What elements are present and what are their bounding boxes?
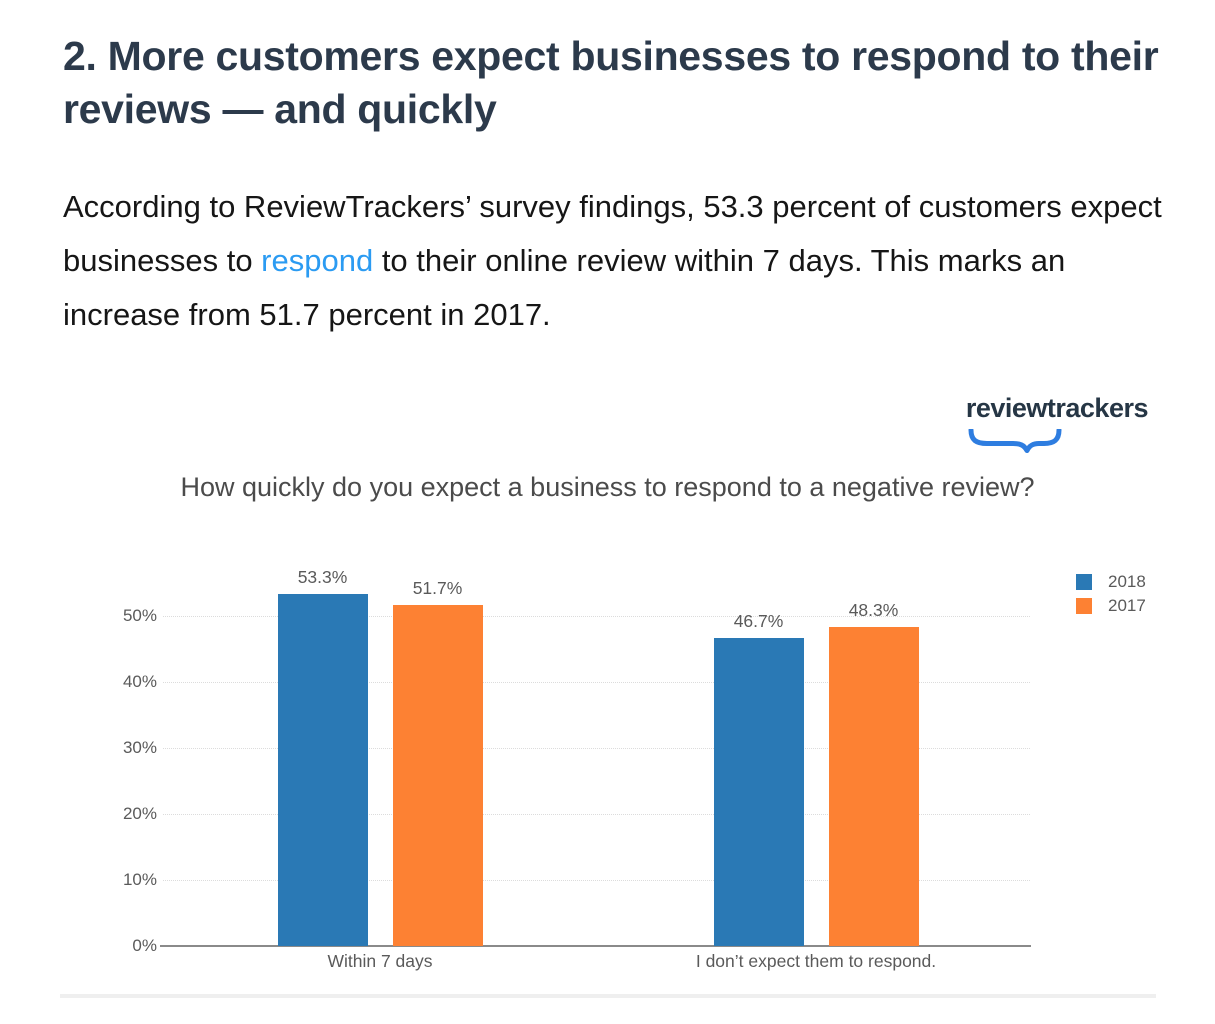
legend-label-2017: 2017 [1108, 596, 1146, 615]
paragraph-text-before: According to ReviewTrackers’ survey find… [63, 189, 1162, 278]
bar-value-label-2017-group0: 51.7% [412, 578, 463, 598]
chart-legend: 2018 2017 [1076, 572, 1146, 622]
bar-value-label-2018-group0: 53.3% [297, 567, 348, 587]
y-tick-label: 30% [122, 738, 157, 757]
bar-2018-group0 [277, 594, 368, 946]
y-gridline [163, 616, 1030, 617]
y-gridline [163, 682, 1030, 683]
bar-value-label-2017-group1: 48.3% [848, 600, 899, 620]
reviewtrackers-logo-text: reviewtrackers [965, 393, 1149, 423]
bar-2018-group1 [713, 638, 804, 946]
section-divider [60, 994, 1156, 998]
legend-item-2017: 2017 [1076, 596, 1146, 615]
legend-swatch-2018 [1076, 574, 1092, 590]
y-gridline [163, 748, 1030, 749]
section-heading: 2. More customers expect businesses to r… [63, 33, 1159, 132]
bar-2017-group0 [392, 605, 483, 946]
legend-item-2018: 2018 [1076, 572, 1146, 591]
speech-bubble-icon [968, 429, 1062, 453]
respond-link[interactable]: respond [261, 243, 374, 278]
y-tick-label: 10% [122, 870, 157, 889]
y-tick-label: 0% [132, 936, 157, 955]
y-tick-label: 20% [122, 804, 157, 823]
chart-title: How quickly do you expect a business to … [180, 472, 1035, 502]
y-tick-label: 40% [122, 672, 157, 691]
y-gridline [163, 880, 1030, 881]
x-axis-category-label: I don’t expect them to respond. [695, 951, 937, 971]
reviewtrackers-logo: reviewtrackers [965, 393, 1149, 453]
y-tick-label: 50% [122, 606, 157, 625]
legend-label-2018: 2018 [1108, 572, 1146, 591]
bar-value-label-2018-group1: 46.7% [733, 611, 784, 631]
x-axis-line [160, 945, 1031, 947]
intro-paragraph: According to ReviewTrackers’ survey find… [63, 180, 1168, 342]
bar-2017-group1 [828, 627, 919, 946]
legend-swatch-2017 [1076, 598, 1092, 614]
y-gridline [163, 814, 1030, 815]
x-axis-category-label: Within 7 days [327, 951, 433, 971]
paragraph-text-after: to their online review within 7 days. Th… [63, 243, 1066, 332]
